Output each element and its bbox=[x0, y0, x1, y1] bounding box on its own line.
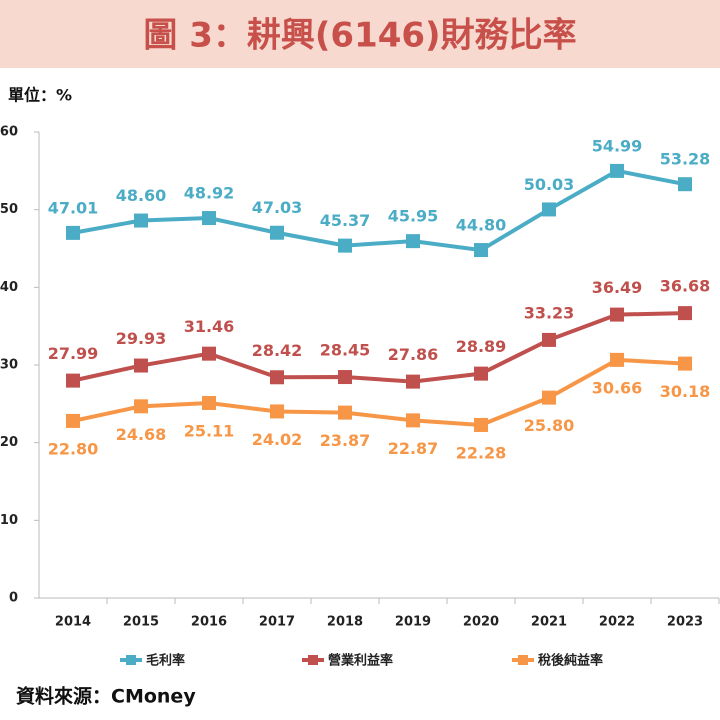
point-marker bbox=[610, 352, 624, 367]
point-marker bbox=[678, 177, 692, 192]
x-tick-label: 2020 bbox=[463, 615, 499, 630]
data-label: 30.66 bbox=[592, 378, 643, 397]
data-label: 50.03 bbox=[524, 175, 575, 194]
data-label: 48.60 bbox=[116, 186, 167, 205]
data-label: 44.80 bbox=[456, 216, 507, 235]
point-marker bbox=[474, 417, 488, 432]
data-label: 29.93 bbox=[116, 329, 167, 348]
data-label: 47.03 bbox=[252, 198, 303, 217]
data-label: 54.99 bbox=[592, 136, 643, 155]
y-tick-label: 30 bbox=[0, 358, 18, 373]
point-marker bbox=[66, 225, 80, 240]
point-marker bbox=[406, 413, 420, 428]
x-tick-label: 2021 bbox=[531, 615, 567, 630]
point-marker bbox=[270, 370, 284, 385]
data-label: 23.87 bbox=[320, 431, 371, 450]
data-label: 22.87 bbox=[388, 439, 439, 458]
point-marker bbox=[542, 332, 556, 347]
data-label: 27.86 bbox=[388, 345, 439, 364]
data-label: 28.45 bbox=[320, 341, 371, 360]
point-marker bbox=[474, 243, 488, 258]
point-marker bbox=[270, 225, 284, 240]
data-label: 36.68 bbox=[660, 277, 711, 296]
point-marker bbox=[134, 213, 148, 228]
legend-label: 毛利率 bbox=[146, 653, 185, 669]
point-marker bbox=[406, 234, 420, 249]
legend-marker bbox=[308, 655, 318, 665]
series-line bbox=[72, 311, 686, 384]
series-line bbox=[72, 357, 686, 427]
point-marker bbox=[134, 399, 148, 414]
point-marker bbox=[66, 413, 80, 428]
series-line bbox=[72, 168, 686, 253]
data-label: 22.28 bbox=[456, 443, 507, 462]
data-label: 24.68 bbox=[116, 425, 167, 444]
source: 資料來源：CMoney bbox=[16, 685, 196, 708]
title-band bbox=[0, 0, 720, 68]
point-marker bbox=[610, 307, 624, 322]
unit-label: 單位：% bbox=[8, 86, 72, 105]
point-marker bbox=[338, 370, 352, 385]
point-marker bbox=[202, 346, 216, 361]
point-marker bbox=[406, 374, 420, 389]
legend-marker bbox=[518, 655, 528, 665]
chart-title: 圖 3：耕興(6146)財務比率 bbox=[143, 16, 576, 56]
y-tick-label: 0 bbox=[9, 591, 18, 606]
data-label: 25.80 bbox=[524, 416, 575, 435]
data-label: 31.46 bbox=[184, 317, 235, 336]
point-marker bbox=[202, 211, 216, 226]
data-label: 27.99 bbox=[48, 344, 99, 363]
data-label: 30.18 bbox=[660, 382, 711, 401]
point-marker bbox=[338, 238, 352, 253]
data-label: 53.28 bbox=[660, 150, 711, 169]
data-label: 45.95 bbox=[388, 207, 439, 226]
point-marker bbox=[338, 405, 352, 420]
data-label: 28.89 bbox=[456, 337, 507, 356]
legend-marker bbox=[126, 655, 136, 665]
x-tick-label: 2023 bbox=[667, 615, 703, 630]
x-tick-label: 2016 bbox=[191, 615, 227, 630]
data-label: 22.80 bbox=[48, 439, 99, 458]
data-label: 24.02 bbox=[252, 430, 303, 449]
point-marker bbox=[678, 306, 692, 321]
point-marker bbox=[66, 373, 80, 388]
legend-label: 稅後純益率 bbox=[538, 653, 603, 669]
data-label: 33.23 bbox=[524, 303, 575, 322]
point-marker bbox=[474, 366, 488, 381]
point-marker bbox=[134, 358, 148, 373]
data-label: 47.01 bbox=[48, 198, 99, 217]
point-marker bbox=[202, 395, 216, 410]
y-tick-label: 20 bbox=[0, 435, 18, 450]
legend-label: 營業利益率 bbox=[328, 653, 393, 669]
x-tick-label: 2014 bbox=[55, 615, 91, 630]
x-tick-label: 2018 bbox=[327, 615, 363, 630]
point-marker bbox=[542, 390, 556, 405]
data-label: 28.42 bbox=[252, 341, 303, 360]
y-tick-label: 10 bbox=[0, 513, 18, 528]
x-tick-label: 2022 bbox=[599, 615, 635, 630]
x-tick-label: 2019 bbox=[395, 615, 431, 630]
point-marker bbox=[610, 163, 624, 178]
x-tick-label: 2017 bbox=[259, 615, 295, 630]
point-marker bbox=[542, 202, 556, 217]
data-label: 48.92 bbox=[184, 184, 235, 203]
point-marker bbox=[678, 356, 692, 371]
data-label: 45.37 bbox=[320, 211, 371, 230]
y-tick-label: 60 bbox=[0, 125, 18, 140]
x-tick-label: 2015 bbox=[123, 615, 159, 630]
data-label: 25.11 bbox=[184, 421, 235, 440]
data-label: 36.49 bbox=[592, 278, 643, 297]
y-tick-label: 50 bbox=[0, 202, 18, 217]
y-tick-label: 40 bbox=[0, 280, 18, 295]
point-marker bbox=[270, 404, 284, 419]
